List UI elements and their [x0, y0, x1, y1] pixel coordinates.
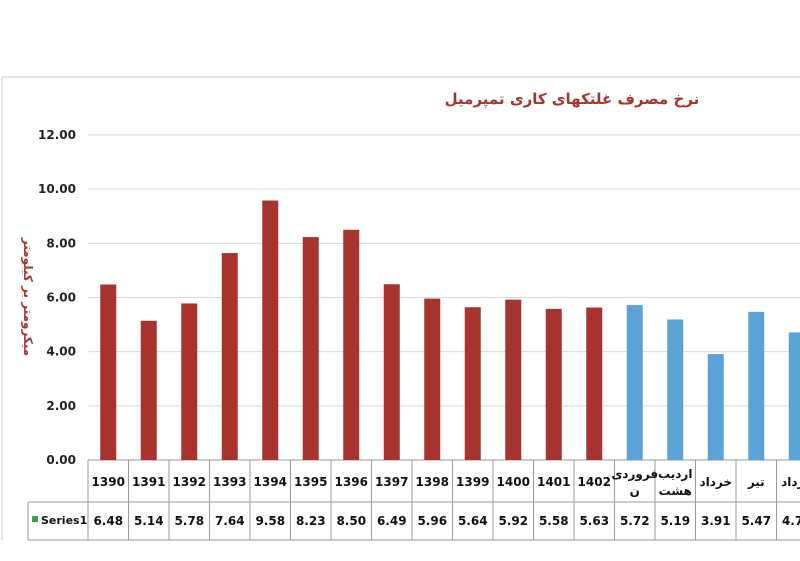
x-tick-label: هشت: [659, 484, 692, 498]
x-tick-label: 1393: [213, 475, 246, 489]
x-tick-label: ن: [630, 484, 640, 498]
data-value-label: 3.91: [701, 514, 731, 528]
data-table: 1390 1391 1392 1393 1394 1395 1396 1397 1398 1399…: [27, 460, 800, 541]
x-tick-label: تیر: [747, 475, 765, 489]
bar: [586, 307, 603, 460]
x-tick-label: 1395: [294, 475, 327, 489]
data-value-label: 5.58: [539, 514, 569, 528]
data-value-label: 4.71: [782, 514, 800, 528]
bar: [221, 253, 238, 460]
x-tick-label: 1390: [92, 475, 125, 489]
y-tick-labels: 0.00 2.00 4.00 6.00 8.00 10.00 12.00: [38, 128, 76, 467]
bar: [302, 237, 319, 460]
y-tick-label: 8.00: [46, 236, 76, 250]
y-tick-label: 10.00: [38, 182, 76, 196]
bar: [748, 311, 765, 460]
bar: [424, 298, 441, 460]
x-tick-label: 1397: [375, 475, 408, 489]
data-value-label: 5.63: [579, 514, 609, 528]
y-tick-label: 6.00: [46, 291, 76, 305]
data-value-label: 8.50: [336, 514, 366, 528]
y-tick-label: 0.00: [46, 453, 76, 467]
bar: [667, 319, 684, 460]
y-tick-label: 2.00: [46, 399, 76, 413]
legend-series-name: Series1: [41, 514, 87, 527]
bar: [181, 303, 198, 460]
data-value-label: 9.58: [255, 514, 285, 528]
bar: [140, 320, 157, 460]
x-tick-label: فروردی: [611, 467, 658, 482]
bar: [100, 284, 117, 460]
data-value-label: 7.64: [215, 514, 245, 528]
x-tick-label: 1399: [456, 475, 489, 489]
data-value-label: 5.92: [498, 514, 528, 528]
data-value-label: 5.96: [417, 514, 447, 528]
data-value-label: 5.64: [458, 514, 488, 528]
bar: [383, 284, 400, 460]
data-value-label: 5.14: [134, 514, 164, 528]
grid-lines: [88, 134, 800, 461]
x-tick-label: 1392: [173, 475, 206, 489]
data-value-label: 6.48: [93, 514, 123, 528]
data-value-label: 5.19: [660, 514, 690, 528]
x-tick-label: اردیب: [658, 467, 692, 481]
x-tick-label: خرداد: [699, 475, 732, 489]
x-tick-label: 1396: [335, 475, 368, 489]
data-value-label: 6.49: [377, 514, 407, 528]
y-tick-label: 4.00: [46, 345, 76, 359]
x-tick-label: 1391: [132, 475, 165, 489]
bar: [262, 200, 279, 460]
bar: [505, 299, 522, 460]
x-tick-label: مرداد: [781, 475, 800, 489]
bar: [545, 308, 562, 460]
bars: [100, 200, 800, 460]
y-tick-label: 12.00: [38, 128, 76, 142]
bar: [626, 305, 643, 460]
legend-key: [32, 516, 38, 522]
data-value-label: 5.47: [741, 514, 771, 528]
bar: [464, 307, 481, 460]
x-tick-label: 1401: [537, 475, 570, 489]
data-value-label: 8.23: [296, 514, 326, 528]
x-tick-label: 1398: [416, 475, 449, 489]
bar: [343, 229, 360, 460]
x-tick-label: 1402: [578, 475, 611, 489]
data-value-label: 5.78: [174, 514, 204, 528]
x-tick-label: 1400: [497, 475, 530, 489]
x-tick-label: 1394: [254, 475, 287, 489]
y-axis-label: میکرومتر بر کیلومتر: [20, 237, 35, 356]
bar: [707, 354, 724, 460]
bar: [788, 332, 800, 460]
data-value-label: 5.72: [620, 514, 650, 528]
chart-title: نرخ مصرف غلتکهای کاری تمپرمیل: [445, 90, 700, 109]
